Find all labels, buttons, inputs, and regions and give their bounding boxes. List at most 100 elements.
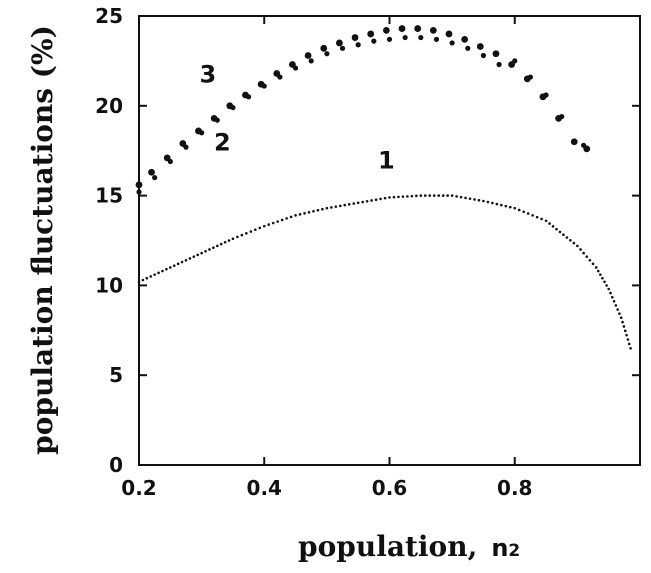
- y-tick-label: 10: [95, 273, 123, 297]
- series-2-point: [496, 61, 502, 68]
- axis-ticks: [138, 15, 640, 466]
- series-1-dot: [450, 194, 454, 197]
- series-1-dot: [599, 273, 602, 276]
- series-1-dot: [500, 203, 503, 207]
- series-3-point: [476, 43, 484, 50]
- series-1-dot: [388, 196, 391, 199]
- y-axis-title: population fluctuations (%): [26, 25, 59, 455]
- y-tick-label: 20: [95, 94, 123, 118]
- series-1-dot: [352, 202, 356, 205]
- series-1-dot: [459, 195, 463, 199]
- series-1-dot: [312, 209, 315, 213]
- series-1-dot: [303, 212, 306, 215]
- series-1-dot: [562, 233, 565, 237]
- series-1-dot: [401, 195, 405, 198]
- series-1-dot: [231, 237, 235, 241]
- series-1-dot: [477, 198, 481, 202]
- series-1-dot: [153, 273, 156, 276]
- curve-labels: 1 2 3: [200, 60, 395, 174]
- series-3-point: [398, 25, 406, 32]
- series-1-dot: [165, 267, 168, 271]
- series-1-dot: [626, 338, 630, 341]
- series-1-dot: [446, 194, 449, 197]
- series-1-dot: [254, 228, 257, 232]
- series-1-dot: [625, 333, 628, 337]
- series-1-dot: [245, 232, 248, 235]
- series-1-dot: [208, 248, 211, 251]
- series-3-point: [336, 39, 343, 47]
- series-3-point: [429, 26, 437, 34]
- series-3-point: [414, 25, 422, 32]
- series-1-dot: [271, 221, 275, 225]
- series-1-dot: [464, 196, 467, 200]
- series-3-point: [257, 80, 265, 88]
- series-1-dot: [298, 213, 302, 216]
- series-1-dot: [321, 207, 324, 211]
- y-tick-label: 15: [95, 184, 123, 208]
- series-1-dot: [504, 204, 508, 208]
- series-1-dot: [572, 241, 576, 245]
- series-2-point: [402, 34, 408, 41]
- series-1-dot: [428, 194, 432, 197]
- series-1-dot: [455, 195, 458, 198]
- series-1-dot: [307, 210, 311, 214]
- series-1-dot: [535, 215, 539, 219]
- series-1-dot: [603, 280, 606, 284]
- series-1-dot: [347, 203, 351, 206]
- series-3-point: [320, 44, 328, 52]
- curve-label-3: 3: [200, 60, 217, 88]
- series-1-dot: [219, 242, 223, 246]
- series-1-dot: [141, 278, 145, 282]
- x-axis-title: population, n2: [298, 530, 520, 563]
- series-1-dot: [383, 196, 387, 200]
- series-1-dot: [594, 266, 598, 269]
- series-1-dot: [623, 329, 627, 333]
- series-1-dot: [588, 258, 592, 262]
- series-1-dot: [544, 219, 548, 223]
- series-1-dot: [200, 251, 203, 255]
- series-1-dot: [137, 280, 141, 284]
- series-1-dot: [410, 194, 414, 198]
- series-1-dot: [267, 223, 271, 226]
- series-1-dot: [157, 271, 160, 275]
- series-1-dot: [236, 235, 239, 239]
- series-3-point: [523, 75, 531, 83]
- series-1-dot: [558, 230, 562, 234]
- series-1-dot: [285, 217, 288, 220]
- series-1-dot: [569, 239, 572, 242]
- series-3-point: [289, 61, 296, 68]
- series-3-point: [273, 70, 281, 77]
- series-1-dot: [609, 291, 612, 295]
- series-2-point: [152, 175, 158, 181]
- series-1-dot: [622, 325, 626, 328]
- y-tick-label: 5: [109, 363, 123, 387]
- tick-labels: 0.2 0.4 0.6 0.8 0 5 10 15 20 25: [95, 4, 532, 500]
- series-1-dot: [330, 206, 333, 209]
- series-3-point: [135, 181, 143, 189]
- series-1-dot: [531, 214, 534, 217]
- series-1-dot: [149, 275, 153, 278]
- series-1-dot: [212, 246, 215, 249]
- series-1-dot: [184, 258, 188, 262]
- series-3-point: [226, 102, 234, 110]
- y-tick-label: 0: [109, 453, 123, 477]
- series-3-point: [179, 140, 187, 147]
- x-axis-title-text: population,: [298, 530, 477, 563]
- series-2-point: [418, 34, 424, 41]
- series-1-dot: [262, 224, 266, 228]
- series-1-dot: [406, 195, 409, 198]
- series-1-dot: [294, 214, 297, 217]
- series-1-dot: [196, 253, 200, 257]
- series-2-point: [324, 51, 330, 57]
- series-1-dot: [215, 244, 219, 248]
- series-3-point: [351, 34, 359, 41]
- series-3-point: [508, 61, 516, 68]
- series-1: [137, 194, 632, 350]
- series-2: [136, 34, 587, 195]
- series-1-dot: [169, 266, 172, 269]
- series-3-point: [539, 93, 547, 101]
- series-1-dot: [576, 244, 579, 248]
- series-1-dot: [379, 197, 382, 201]
- series-1-dot: [513, 206, 517, 210]
- series-1-dot: [579, 248, 582, 251]
